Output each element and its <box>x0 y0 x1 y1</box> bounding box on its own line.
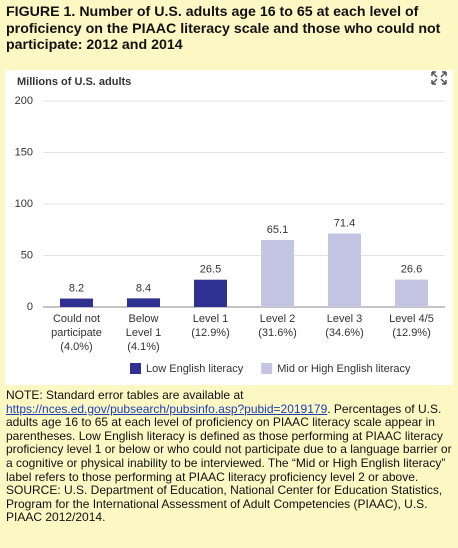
note-text: . Percentages of U.S. adults age 16 to 6… <box>6 401 452 484</box>
legend-swatch <box>130 363 141 374</box>
x-tick-label: Level 3 <box>327 313 362 325</box>
y-axis-label: Millions of U.S. adults <box>17 76 131 88</box>
source-text: SOURCE: U.S. Department of Education, Na… <box>6 483 443 525</box>
y-tick-label: 100 <box>15 198 33 210</box>
bar <box>60 298 93 307</box>
y-tick-label: 200 <box>15 95 33 107</box>
bar <box>328 233 361 307</box>
x-tick-label: (12.9%) <box>191 327 230 339</box>
value-label: 26.5 <box>200 264 221 276</box>
x-tick-label: Could not <box>53 313 100 325</box>
legend-label: Low English literacy <box>146 363 244 375</box>
x-tick-label: (31.6%) <box>258 327 297 339</box>
x-tick-label: Level 1 <box>193 313 228 325</box>
value-label: 71.4 <box>334 217 355 229</box>
y-tick-label: 0 <box>27 301 33 313</box>
value-label: 26.6 <box>401 264 422 276</box>
x-tick-label: (4.0%) <box>60 341 92 353</box>
bar <box>395 279 428 307</box>
expand-icon[interactable] <box>431 71 447 85</box>
y-tick-label: 50 <box>21 249 33 261</box>
link[interactable]: https://nces.ed.gov/pubsearch/pubsinfo.a… <box>6 401 328 416</box>
x-tick-label: (4.1%) <box>127 341 159 353</box>
x-tick-label: participate <box>51 327 102 339</box>
x-tick-label: Below <box>129 313 159 325</box>
bar <box>261 239 294 307</box>
value-label: 65.1 <box>267 224 288 236</box>
x-tick-label: (12.9%) <box>392 327 431 339</box>
x-tick-label: Level 2 <box>260 313 295 325</box>
notes: NOTE: Standard error tables are availabl… <box>6 388 454 525</box>
legend-swatch <box>261 363 273 374</box>
x-tick-label: (34.6%) <box>325 327 364 339</box>
x-tick-label: Level 1 <box>126 327 161 339</box>
chart: Millions of U.S. adults 0 50 100 150 200 8.2 C… <box>5 70 453 385</box>
y-tick-label: 150 <box>15 146 33 158</box>
bar <box>194 279 227 307</box>
note-text: NOTE: Standard error tables are availabl… <box>6 388 244 402</box>
value-label: 8.4 <box>136 282 151 294</box>
value-label: 8.2 <box>69 282 84 294</box>
legend-label: Mid or High English literacy <box>277 363 411 375</box>
chart-title: FIGURE 1. Number of U.S. adults age 16 t… <box>6 4 441 53</box>
x-tick-label: Level 4/5 <box>389 313 434 325</box>
bar <box>127 298 160 307</box>
